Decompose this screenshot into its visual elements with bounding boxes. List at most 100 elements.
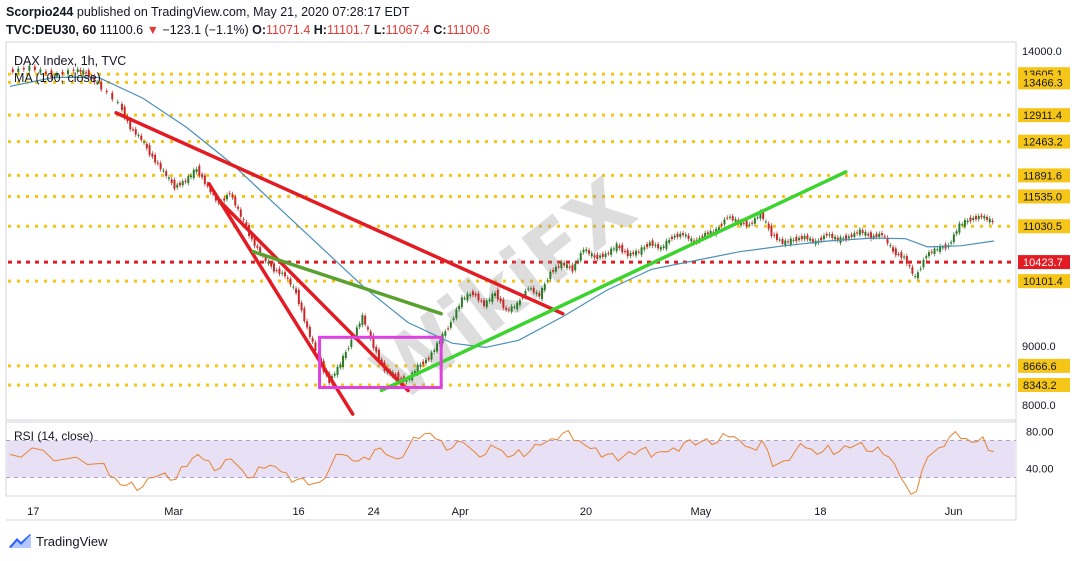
candle-body — [825, 233, 828, 236]
candle-body — [869, 232, 872, 239]
candle-body — [811, 239, 814, 242]
candle-body — [413, 371, 416, 374]
candle-body — [355, 327, 358, 336]
price-axis-label: 12911.4 — [1023, 110, 1062, 122]
candle-body — [253, 237, 256, 246]
candle-body — [162, 170, 165, 172]
candle-body — [618, 245, 621, 248]
candle-body — [167, 177, 170, 179]
time-tick-label: 24 — [368, 506, 380, 518]
candle-body — [629, 252, 632, 257]
support-price-tag — [1018, 377, 1070, 392]
close-value: 11100.6 — [446, 23, 490, 37]
publisher-name[interactable]: Scorpio244 — [6, 5, 74, 19]
price-tick-label: 14000.0 — [1022, 46, 1062, 58]
candle-body — [477, 293, 480, 301]
candle-body — [828, 234, 831, 236]
candle-body — [140, 135, 143, 140]
candle-body — [930, 251, 933, 253]
candle-body — [734, 219, 737, 222]
candle-body — [264, 256, 267, 262]
candle-body — [96, 82, 99, 84]
candle-body — [474, 293, 477, 296]
candle-body — [623, 250, 626, 252]
candle-body — [55, 73, 58, 77]
candle-body — [143, 141, 146, 143]
candle-body — [684, 234, 687, 237]
candle-body — [787, 241, 790, 243]
candle-body — [582, 249, 585, 253]
candle-body — [621, 244, 624, 253]
candle-body — [781, 239, 784, 244]
candle-body — [607, 253, 610, 255]
candle-body — [364, 315, 367, 325]
candle-body — [571, 264, 574, 272]
candle-body — [682, 233, 685, 235]
candle-body — [961, 224, 964, 226]
time-tick-label: 16 — [292, 506, 304, 518]
candle-body — [505, 307, 508, 310]
candle-body — [875, 233, 878, 237]
candle-body — [485, 300, 488, 308]
candle-body — [270, 263, 273, 267]
chart-title: DAX Index, 1h, TVC — [14, 54, 126, 68]
candle-body — [267, 261, 270, 264]
candle-body — [933, 248, 936, 255]
candle-body — [822, 235, 825, 240]
candle-body — [574, 263, 577, 271]
candle-body — [50, 70, 53, 78]
candle-body — [767, 223, 770, 229]
support-price-tag — [1018, 168, 1070, 183]
candle-body — [900, 252, 903, 258]
candle-body — [170, 179, 173, 184]
candle-body — [549, 271, 552, 280]
candle-body — [856, 232, 859, 234]
candle-body — [972, 217, 975, 220]
price-axis-label: 11535.0 — [1023, 191, 1062, 203]
symbol-label: TVC:DEU30, 60 — [6, 23, 97, 37]
candle-body — [864, 231, 867, 236]
footer-brand[interactable]: TradingView — [8, 533, 108, 549]
price-tick-label: 9000.0 — [1022, 341, 1056, 353]
candle-body — [436, 343, 439, 352]
candle-body — [798, 237, 801, 240]
candle-body — [952, 234, 955, 243]
candle-body — [903, 256, 906, 258]
candle-body — [333, 373, 336, 376]
candle-body — [742, 222, 745, 224]
candle-body — [919, 268, 922, 270]
candle-body — [181, 181, 184, 186]
candle-body — [524, 291, 527, 297]
candle-body — [372, 335, 375, 349]
candle-body — [131, 129, 134, 131]
candle-body — [358, 323, 361, 327]
publish-text: published on TradingView.com, May 21, 20… — [76, 5, 410, 19]
candle-body — [480, 300, 483, 302]
price-axis-label: 11030.5 — [1023, 221, 1062, 233]
candle-body — [469, 294, 472, 296]
candle-body — [231, 194, 234, 198]
candle-body — [911, 267, 914, 274]
support-price-tag — [1018, 274, 1070, 289]
candle-body — [756, 217, 759, 219]
candle-body — [502, 299, 505, 308]
candle-body — [339, 364, 342, 368]
candle-body — [966, 220, 969, 223]
candle-body — [137, 134, 140, 136]
high-value: 11101.7 — [326, 23, 371, 37]
candle-body — [377, 349, 380, 360]
candle-body — [79, 69, 82, 73]
candle-body — [762, 212, 765, 219]
candle-body — [303, 308, 306, 322]
candle-body — [654, 244, 657, 246]
candle-body — [883, 236, 886, 238]
candle-body — [259, 247, 262, 255]
candle-body — [427, 357, 430, 360]
candle-body — [687, 235, 690, 239]
candle-body — [836, 237, 839, 241]
candle-body — [820, 237, 823, 241]
candle-body — [176, 184, 179, 188]
candle-body — [939, 245, 942, 252]
candle-body — [588, 250, 591, 254]
